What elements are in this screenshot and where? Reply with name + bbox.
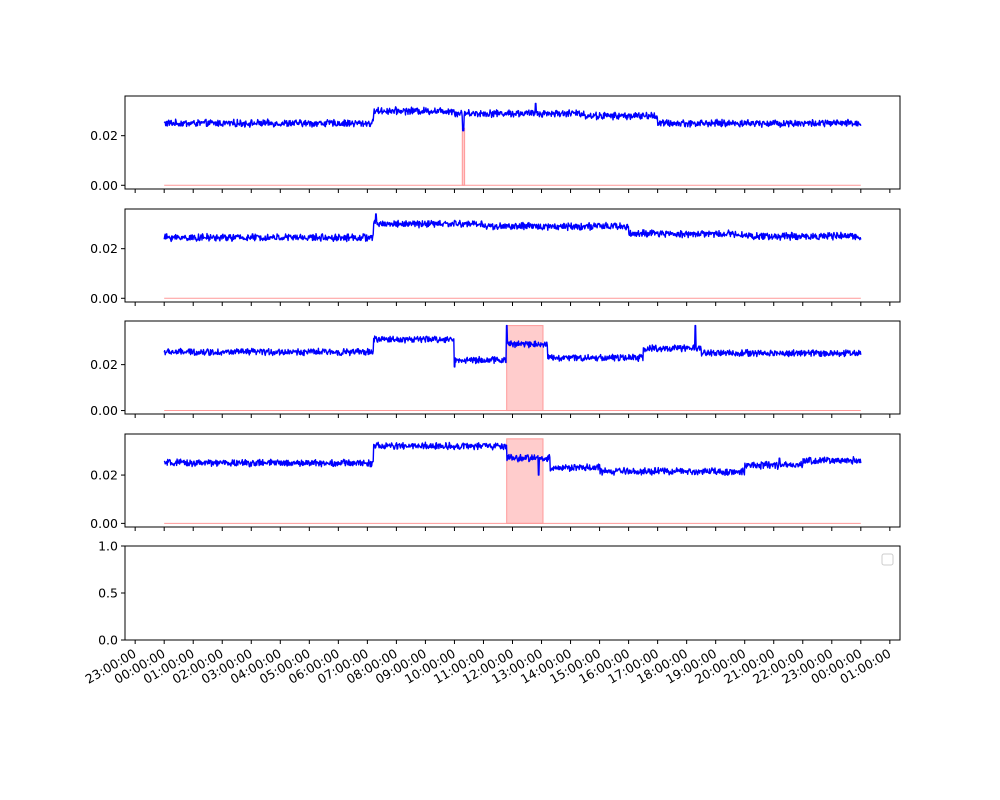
y-tick-label: 1.0 [98, 539, 118, 554]
series-line [163, 102, 862, 132]
y-tick-label: 0.0 [98, 633, 118, 648]
y-tick-label: 0.02 [90, 468, 118, 483]
y-tick-label: 0.00 [90, 516, 118, 531]
axes-frame [124, 545, 901, 641]
legend-box [881, 553, 894, 566]
y-tick-label: 0.00 [90, 403, 118, 418]
subplot-1: 0.00 0.02 [90, 95, 901, 193]
y-tick-label: 0.00 [90, 178, 118, 193]
y-tick-label: 0.00 [90, 291, 118, 306]
subplot-3: 0.00 0.02 [90, 320, 901, 418]
subplot-5: 0.0 0.5 1.0 [98, 539, 901, 648]
series-line [163, 324, 862, 368]
y-tick-label: 0.02 [90, 357, 118, 372]
subplot-4: 0.00 0.02 [90, 433, 901, 531]
series-line [163, 213, 862, 243]
series-line [163, 441, 862, 476]
highlight-span-1 [461, 127, 466, 186]
axes-frame [124, 95, 901, 190]
y-tick-label: 0.02 [90, 241, 118, 256]
y-tick-label: 0.02 [90, 128, 118, 143]
y-tick-label: 0.5 [98, 586, 118, 601]
highlight-span-1 [506, 438, 544, 524]
axes-frame [124, 208, 901, 303]
highlight-span-1 [506, 325, 544, 412]
subplot-2: 0.00 0.02 [90, 208, 901, 306]
